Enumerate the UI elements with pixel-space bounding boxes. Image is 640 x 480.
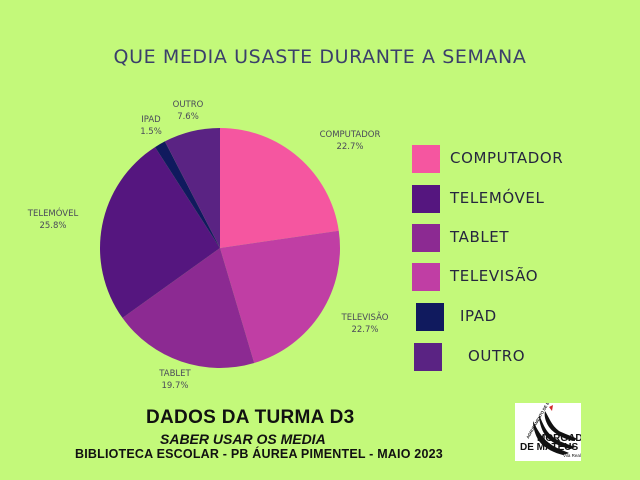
legend-label-ipad: IPAD	[460, 307, 497, 325]
legend-label-telemovel: TELEMÓVEL	[450, 189, 545, 207]
legend-item-ipad: IPAD	[412, 303, 632, 333]
slice-name-label: IPAD	[141, 115, 161, 125]
slice-value-label: 1.5%	[140, 127, 162, 137]
logo-place: Vila Real	[563, 453, 581, 458]
legend-label-televisao: TELEVISÃO	[450, 267, 539, 285]
legend-label-tablet: TABLET	[450, 228, 510, 246]
legend-swatch-computador	[412, 145, 440, 173]
slice-name-label: OUTRO	[173, 100, 204, 110]
legend-label-outro: OUTRO	[468, 347, 526, 365]
legend-item-computador: COMPUTADOR	[412, 145, 632, 175]
legend-swatch-televisao	[412, 263, 440, 291]
pie-slice-ipad	[155, 141, 220, 248]
slice-value-label: 25.8%	[39, 221, 66, 231]
footer-class-title: DADOS DA TURMA D3	[146, 407, 355, 428]
pie-slice-telemovel	[100, 147, 220, 318]
pie-slice-tablet	[122, 248, 255, 368]
pie-slice-outro	[164, 128, 220, 248]
legend-swatch-tablet	[412, 224, 440, 252]
slice-name-label: TELEVISÃO	[341, 312, 389, 323]
legend-item-televisao: TELEVISÃO	[412, 263, 632, 293]
chart-title: QUE MEDIA USASTE DURANTE A SEMANA	[113, 46, 527, 68]
slice-value-label: 19.7%	[161, 381, 188, 391]
legend-swatch-telemovel	[412, 185, 440, 213]
logo-name-line1: MORGADO	[537, 433, 581, 444]
slice-value-label: 7.6%	[177, 112, 199, 122]
legend-swatch-ipad	[416, 303, 444, 331]
legend-item-tablet: TABLET	[412, 224, 632, 254]
slice-name-label: TABLET	[158, 369, 191, 379]
pie-slice-televisao	[220, 230, 341, 364]
legend-swatch-outro	[414, 343, 442, 371]
legend-item-telemovel: TELEMÓVEL	[412, 185, 632, 215]
slice-name-label: COMPUTADOR	[320, 130, 381, 140]
school-logo: AGRUPAMENTO DE ESCOLAS MORGADO DE MATEUS…	[515, 403, 581, 461]
slice-value-label: 22.7%	[336, 142, 363, 152]
footer-credits: BIBLIOTECA ESCOLAR - PB ÁUREA PIMENTEL -…	[75, 447, 443, 461]
slice-value-label: 22.7%	[351, 325, 378, 335]
logo-swoosh-icon	[533, 405, 577, 455]
legend-label-computador: COMPUTADOR	[450, 149, 564, 167]
footer-subtitle: SABER USAR OS MEDIA	[160, 431, 326, 447]
legend-item-outro: OUTRO	[412, 343, 632, 373]
slice-name-label: TELEMÓVEL	[27, 207, 79, 219]
logo-name-line2: DE MATEUS	[520, 442, 579, 453]
pie-slice-computador	[220, 128, 339, 248]
